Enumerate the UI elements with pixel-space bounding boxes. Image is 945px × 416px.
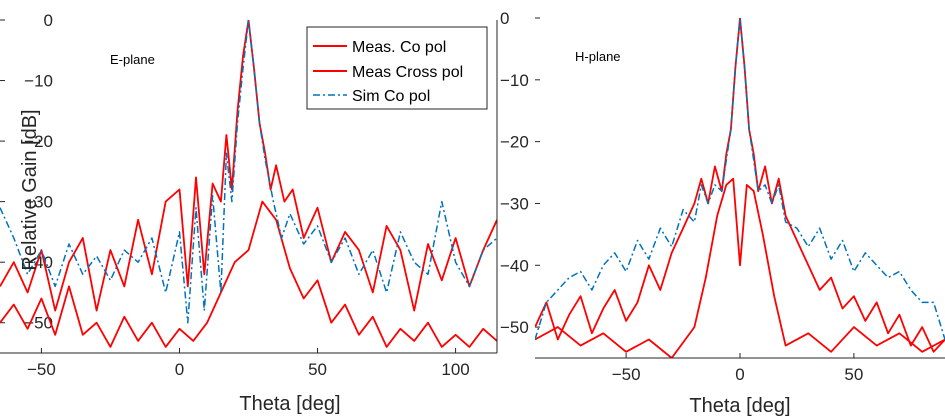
h-plane-plot: 0 −10 −20 −30 −40 −50 −50 0 50 H-plane Theta [d… (500, 9, 945, 416)
legend-item-meas-cross-pol: Meas Cross pol (313, 64, 463, 81)
h-plane-series (535, 18, 945, 358)
e-plane-x-axis-label: Theta [deg] (239, 393, 340, 415)
h-plane-x-ticks: −50 0 50 (612, 353, 863, 384)
legend-item-sim-co-pol: Sim Co pol (313, 88, 430, 105)
e-plane-y-tick-label: −30 (24, 193, 53, 212)
h-plane-x-tick-label: 50 (844, 365, 863, 384)
legend-label-meas-co-pol: Meas. Co pol (352, 39, 446, 56)
h-plane-y-tick-label: −50 (500, 318, 529, 337)
legend-label-sim-co-pol: Sim Co pol (352, 88, 430, 105)
h-plane-x-tick-label: 0 (735, 365, 744, 384)
e-plane-y-tick-label: −10 (24, 72, 53, 91)
e-plane-y-axis-label: Relative Gain [dB] (19, 109, 41, 270)
legend-item-meas-co-pol: Meas. Co pol (313, 39, 446, 56)
e-plane-x-ticks: −50 0 50 100 (27, 348, 470, 379)
legend-box (306, 26, 488, 110)
e-plane-series-meas-cross-pol (0, 200, 497, 348)
h-plane-series-sim-co-pol (535, 18, 945, 340)
e-plane-y-tick-label: 0 (44, 11, 53, 30)
h-plane-series-meas-co-pol (535, 18, 945, 353)
e-plane-annotation: E-plane (110, 52, 155, 67)
h-plane-series-meas-cross-pol (535, 177, 945, 358)
h-plane-x-tick-label: −50 (612, 365, 641, 384)
h-plane-y-tick-label: −40 (500, 256, 529, 275)
e-plane-y-tick-label: −20 (24, 132, 53, 151)
e-plane-x-tick-label: 0 (175, 360, 184, 379)
h-plane-y-tick-label: −30 (500, 194, 529, 213)
h-plane-y-tick-label: 0 (500, 9, 509, 28)
e-plane-x-tick-label: 100 (441, 360, 469, 379)
legend: Meas. Co pol Meas Cross pol Sim Co pol (306, 26, 488, 110)
h-plane-y-ticks: 0 −10 −20 −30 −40 −50 (500, 9, 540, 337)
e-plane-x-tick-label: 50 (308, 360, 327, 379)
h-plane-y-tick-label: −10 (500, 71, 529, 90)
e-plane-series (0, 20, 497, 348)
e-plane-series-sim-co-pol (0, 20, 497, 324)
h-plane-y-tick-label: −20 (500, 133, 529, 152)
legend-label-meas-cross-pol: Meas Cross pol (352, 64, 463, 81)
h-plane-annotation: H-plane (575, 49, 621, 64)
e-plane-x-tick-label: −50 (27, 360, 56, 379)
h-plane-x-axis-label: Theta [deg] (689, 395, 790, 416)
